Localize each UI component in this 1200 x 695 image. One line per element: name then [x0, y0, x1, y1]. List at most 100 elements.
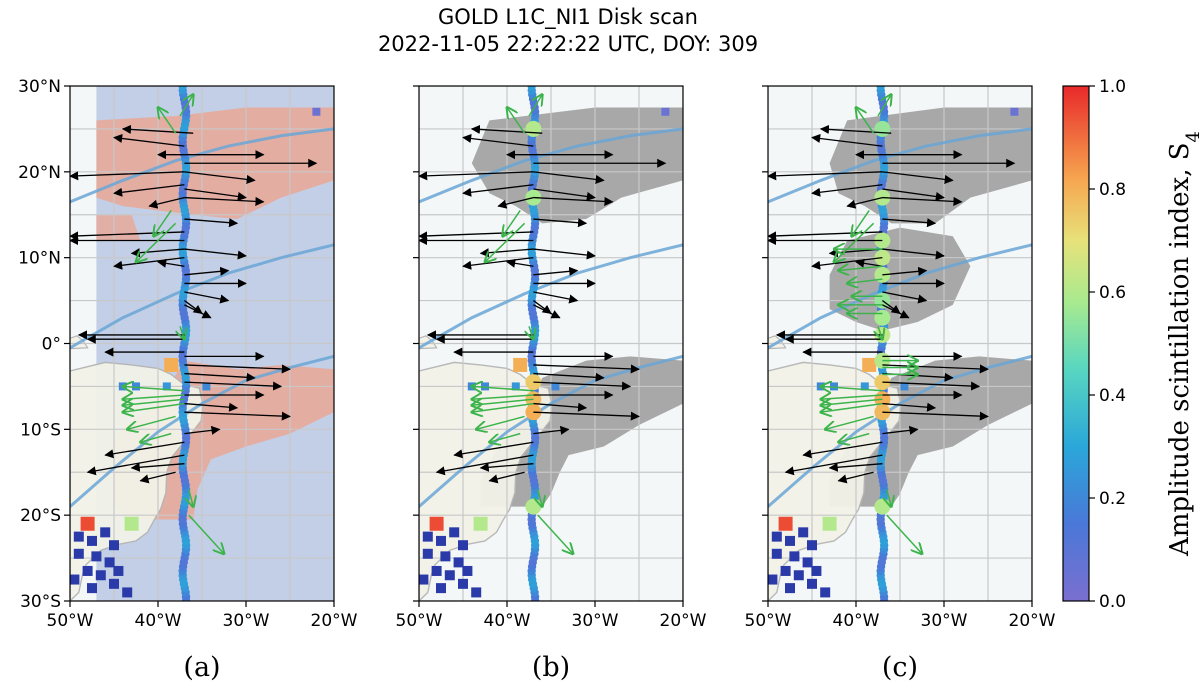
drift-arrow-green	[485, 222, 526, 262]
drift-arrow-green	[838, 266, 883, 270]
station-marker	[82, 565, 93, 576]
drift-arrow-green	[476, 415, 525, 429]
drift-arrow	[184, 304, 212, 319]
drift-arrow	[113, 184, 185, 197]
drift-arrow-green	[538, 489, 542, 506]
station-marker	[802, 557, 813, 568]
drift-arrow-green	[529, 326, 533, 339]
station-marker	[771, 531, 782, 542]
station-marker	[789, 551, 800, 562]
x-tick-label: 50°W	[396, 611, 443, 631]
drift-arrow	[533, 218, 588, 228]
drift-arrow-green	[821, 386, 883, 390]
drift-arrow	[882, 411, 989, 421]
drift-arrow	[462, 184, 534, 197]
drift-arrow-green	[856, 107, 875, 134]
station-marker	[473, 516, 488, 531]
station-marker	[95, 570, 106, 581]
colorbar-label: Amplitude scintillation index, S4	[1165, 131, 1200, 557]
x-tick-label: 40°W	[135, 611, 182, 631]
drift-arrow	[184, 196, 265, 206]
drift-arrow	[533, 381, 632, 391]
colorbar-tick-label: 0.4	[1099, 386, 1126, 406]
colorbar-tick-label: 0.0	[1099, 592, 1126, 612]
station-marker	[73, 531, 84, 542]
drift-arrow-green	[158, 107, 177, 134]
panel-label: (b)	[532, 652, 570, 683]
drift-arrow-green	[537, 514, 573, 554]
y-tick-label: 30°S	[20, 592, 61, 612]
drift-arrow-green	[528, 95, 542, 117]
station-marker	[419, 574, 429, 585]
station-marker	[458, 578, 468, 589]
drift-arrow	[828, 462, 883, 472]
drift-arrow	[113, 133, 185, 147]
y-tick-label: 10°S	[20, 420, 61, 440]
station-marker	[80, 516, 95, 531]
drift-arrow	[846, 196, 883, 209]
station-marker	[122, 587, 133, 598]
drift-arrow	[184, 266, 230, 276]
x-tick-label: 20°W	[660, 611, 707, 631]
drift-arrow-green	[189, 489, 193, 506]
drift-arrow-green	[887, 489, 891, 506]
drift-arrow	[184, 402, 239, 412]
station-marker	[551, 382, 560, 391]
drift-arrow	[882, 364, 989, 374]
drift-arrow	[533, 266, 579, 276]
drift-arrow	[855, 258, 883, 268]
track-point	[527, 86, 536, 91]
figure-title-line2: 2022-11-05 22:22:22 UTC, DOY: 309	[378, 32, 758, 56]
station-marker	[661, 107, 670, 116]
panel-plot-area	[70, 86, 334, 601]
drift-arrow	[104, 441, 185, 459]
station-marker	[91, 551, 102, 562]
drift-arrow-green	[821, 399, 883, 405]
station-marker	[109, 540, 119, 551]
drift-arrow-green	[886, 514, 922, 554]
drift-arrow	[533, 364, 640, 374]
station-marker	[793, 570, 804, 581]
x-tick-label: 30°W	[572, 611, 619, 631]
station-marker	[73, 548, 84, 559]
drift-arrow	[506, 258, 534, 268]
x-tick-label: 20°W	[311, 611, 358, 631]
station-marker	[162, 382, 171, 391]
drift-arrow	[837, 471, 874, 484]
drift-arrow-green	[472, 386, 534, 390]
drift-arrow	[184, 291, 230, 304]
drift-arrow-green	[878, 326, 882, 339]
station-marker	[830, 382, 838, 391]
drift-arrow	[882, 196, 963, 206]
drift-arrow	[184, 372, 256, 382]
station-marker	[132, 382, 140, 391]
drift-arrow-green	[838, 432, 870, 443]
drift-arrow	[882, 291, 928, 304]
drift-arrow	[470, 124, 543, 134]
drift-arrow	[811, 133, 883, 147]
station-marker	[164, 357, 179, 372]
drift-arrow	[121, 124, 194, 134]
y-tick-label: 30°N	[18, 77, 61, 97]
drift-arrow	[882, 188, 945, 201]
station-marker	[807, 540, 817, 551]
x-tick-label: 30°W	[223, 611, 270, 631]
drift-arrow	[802, 441, 883, 459]
drift-arrow	[533, 291, 579, 304]
drift-arrow	[882, 425, 919, 435]
drift-arrow-green	[123, 402, 185, 413]
station-marker	[822, 516, 837, 531]
drift-arrow	[148, 196, 185, 209]
drift-arrow	[533, 402, 588, 412]
colorbar-tick-label: 0.8	[1099, 180, 1126, 200]
colorbar-tick-label: 1.0	[1099, 77, 1126, 97]
station-marker	[771, 548, 782, 559]
drift-arrow	[533, 304, 561, 319]
drift-arrow-green	[188, 514, 224, 554]
station-marker	[422, 531, 433, 542]
x-tick-label: 20°W	[1009, 611, 1056, 631]
drift-arrow-green	[472, 402, 534, 413]
drift-arrow	[819, 124, 892, 134]
x-tick-label: 40°W	[833, 611, 880, 631]
